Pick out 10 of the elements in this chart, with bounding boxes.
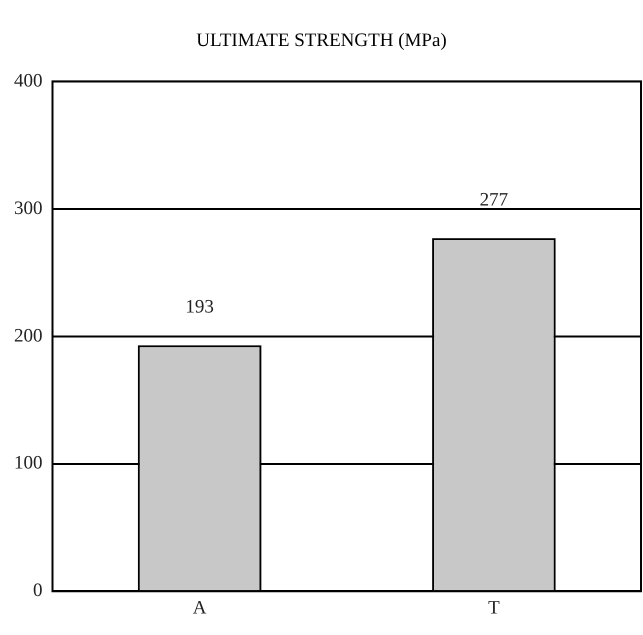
y-tick-label: 0	[33, 580, 42, 602]
data-label: 277	[480, 190, 508, 211]
y-tick-label: 400	[14, 70, 42, 92]
x-tick-label: A	[192, 598, 207, 619]
y-tick-label: 200	[14, 325, 42, 346]
data-label: 193	[185, 296, 214, 318]
y-tick-label: 100	[14, 452, 42, 474]
y-tick-label: 300	[14, 198, 42, 219]
x-tick-label: T	[488, 598, 500, 619]
chart-title: ULTIMATE STRENGTH (MPa)	[195, 30, 448, 53]
